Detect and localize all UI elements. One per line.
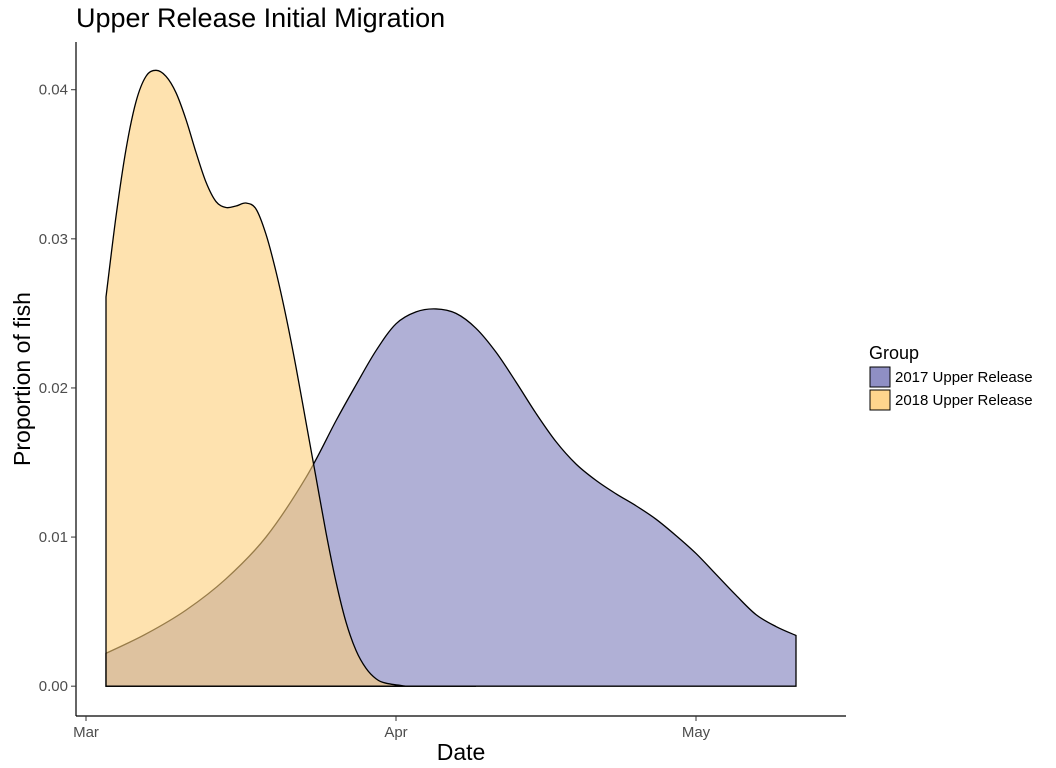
x-axis-title: Date (437, 739, 486, 765)
legend-label-1: 2017 Upper Release (895, 369, 1033, 386)
y-tick-label: 0.03 (39, 231, 68, 248)
legend-key-2 (869, 389, 891, 411)
y-axis-title: Proportion of fish (9, 292, 35, 466)
legend: Group 2017 Upper Release 2018 Upper Relea… (869, 343, 1033, 411)
density-area-2 (105, 69, 476, 687)
axes: 0.00 0.01 0.02 0.03 0.04 Mar Apr May (39, 42, 846, 741)
x-tick-label: May (682, 724, 711, 741)
legend-label-2: 2018 Upper Release (895, 392, 1033, 409)
legend-title: Group (869, 343, 919, 363)
chart-title: Upper Release Initial Migration (76, 3, 445, 33)
y-tick-label: 0.01 (39, 529, 68, 546)
x-tick-label: Mar (73, 724, 99, 741)
x-tick-label: Apr (384, 724, 407, 741)
y-axis-ticks: 0.00 0.01 0.02 0.03 0.04 (39, 82, 76, 695)
legend-key-1 (869, 366, 891, 388)
y-tick-label: 0.00 (39, 678, 68, 695)
density-areas (105, 69, 797, 687)
x-axis-ticks: Mar Apr May (73, 716, 711, 741)
y-tick-label: 0.02 (39, 380, 68, 397)
y-tick-label: 0.04 (39, 82, 68, 99)
